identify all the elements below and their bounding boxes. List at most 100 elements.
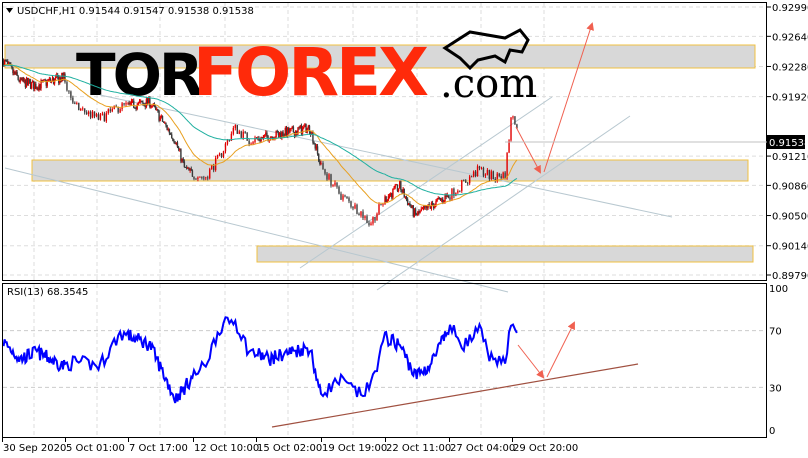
candle-body [356, 204, 358, 214]
candle-body [78, 103, 80, 111]
candle-body [177, 147, 180, 150]
candle-body [37, 87, 39, 90]
candle-body [172, 138, 174, 141]
candle-body [360, 211, 362, 216]
candle-body [169, 133, 172, 135]
rsi-tick-label: 100 [769, 284, 788, 295]
moving-average-slow [3, 64, 518, 196]
candle-body [185, 167, 188, 169]
candle-body [459, 190, 461, 192]
candle-body [34, 83, 36, 89]
candle-body [414, 209, 417, 215]
candle-body [261, 137, 264, 139]
trendline-ascending-upper[interactable] [299, 96, 553, 269]
candle-body [265, 132, 267, 135]
candle-body [478, 166, 481, 169]
rsi-trendline[interactable] [271, 363, 639, 428]
candle-body [384, 196, 386, 204]
candle-body [131, 100, 134, 102]
candle-body [364, 216, 366, 219]
candle-body [144, 104, 146, 107]
candle-body [150, 106, 152, 108]
forecast-arrow-up[interactable] [543, 22, 594, 173]
candle-body [11, 65, 13, 68]
candle-body [420, 208, 422, 211]
trendline-ascending-lower[interactable] [376, 115, 631, 291]
candle-body [179, 149, 181, 151]
candle-body [402, 188, 404, 193]
candle-body [472, 171, 475, 177]
candle-body [171, 134, 173, 139]
candle-body [270, 136, 273, 138]
candle-body [437, 197, 439, 200]
candle-body [199, 176, 201, 178]
candle-body [160, 115, 163, 118]
candle-body [476, 166, 479, 177]
candle-body [224, 143, 227, 152]
time-tick-label: 15 Oct 02:00 [257, 443, 322, 454]
candle-body [212, 165, 215, 171]
lower-support-zone[interactable] [256, 245, 754, 263]
candle-body [152, 103, 155, 107]
symbol-info: USDCHF,H1 0.91544 0.91547 0.91538 0.9153… [17, 6, 254, 17]
candle-body [87, 111, 90, 115]
candle-body [159, 117, 161, 121]
candle-body [184, 166, 187, 168]
candle-body [254, 137, 256, 143]
candle-body [14, 71, 16, 75]
candle-body [80, 108, 82, 111]
candle-body [394, 185, 396, 188]
candle-body [111, 108, 113, 112]
rsi-label: RSI(13) 68.3545 [7, 287, 88, 298]
time-tick-label: 22 Oct 11:00 [386, 443, 451, 454]
candle-body [148, 97, 150, 104]
candle-body [134, 108, 136, 109]
candle-body [263, 134, 266, 136]
forecast-arrow-down[interactable] [515, 126, 541, 174]
candle-body [228, 140, 231, 141]
candle-body [391, 193, 393, 198]
candle-body [66, 82, 68, 91]
candle-body [60, 77, 62, 82]
candle-body [492, 171, 494, 179]
candle-body [386, 200, 388, 202]
candle-body [99, 114, 102, 120]
candle-body [226, 140, 229, 144]
support-zone[interactable] [31, 159, 749, 182]
candle-body [395, 184, 398, 186]
time-tick-label: 27 Oct 04:00 [450, 443, 515, 454]
candle-body [43, 79, 45, 81]
candle-body [149, 97, 151, 108]
candle-body [142, 102, 144, 104]
candle-body [205, 177, 207, 179]
candle-body [285, 128, 288, 137]
candle-body [7, 61, 9, 64]
candle-body [425, 205, 427, 208]
candle-body [504, 172, 506, 179]
candle-body [500, 176, 502, 178]
candle-body [28, 79, 31, 82]
candle-body [121, 103, 123, 110]
candle-body [280, 132, 282, 138]
rsi-forecast-arrow-down[interactable] [517, 344, 545, 379]
candle-body [27, 79, 30, 84]
candle-body [291, 126, 293, 129]
candle-body [236, 125, 238, 134]
candle-body [48, 79, 51, 81]
time-tick-label: 29 Oct 20:00 [513, 443, 578, 454]
trendline-upper-descending[interactable] [99, 94, 673, 218]
resistance-zone[interactable] [4, 44, 756, 69]
rsi-axis: 100 70 30 0 [769, 284, 788, 437]
dropdown-triangle-icon[interactable] [6, 8, 13, 13]
rsi-forecast-arrow-up[interactable] [546, 321, 575, 378]
moving-average-fast [3, 63, 518, 207]
candle-body [286, 127, 289, 137]
trendline-lower-descending[interactable] [4, 167, 509, 293]
candle-body [117, 107, 119, 113]
candle-body [20, 77, 22, 81]
candle-body [129, 103, 132, 105]
